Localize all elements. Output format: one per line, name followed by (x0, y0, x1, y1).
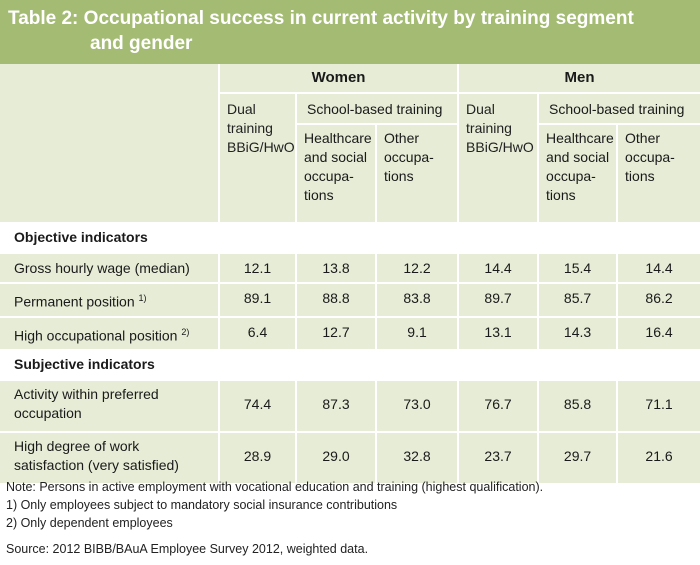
cell: 28.9 (218, 431, 296, 484)
cell: 74.4 (218, 381, 296, 433)
col-women-dual: Dual training BBiG/HwO (218, 92, 296, 222)
row-label: Activity within preferred occupation (0, 381, 219, 433)
cell: 76.7 (457, 381, 539, 433)
cell: 86.2 (616, 282, 700, 317)
cell: 21.6 (616, 431, 700, 484)
cell: 89.1 (218, 282, 296, 317)
col-men-school: School-based training (537, 92, 700, 124)
col-women-school: School-based training (294, 92, 459, 124)
cell: 29.7 (537, 431, 618, 484)
section-objective: Objective indicators (0, 222, 700, 254)
cell: 71.1 (616, 381, 700, 433)
header-stub (0, 64, 219, 222)
cell: 85.7 (537, 282, 618, 317)
col-women-healthcare: Healthcare and social occupa-tions (295, 122, 376, 222)
table-row: High degree of work satisfaction (very sa… (0, 431, 700, 484)
table-row: Activity within preferred occupation 74.4… (0, 381, 700, 433)
cell: 29.0 (295, 431, 376, 484)
table-row: Permanent position 1) 89.1 88.8 83.8 89.… (0, 282, 700, 317)
col-women-other: Other occupa-tions (374, 122, 459, 222)
row-label: Permanent position 1) (0, 282, 219, 317)
cell: 14.4 (616, 254, 700, 283)
row-label: High degree of work satisfaction (very sa… (0, 431, 219, 484)
cell: 32.8 (374, 431, 459, 484)
source-text: Source: 2012 BIBB/BAuA Employee Survey 2… (6, 542, 369, 556)
cell: 9.1 (374, 315, 459, 350)
footnote-2: 2) Only dependent employees (6, 516, 173, 530)
col-men-healthcare: Healthcare and social occupa-tions (537, 122, 618, 222)
table-row: Gross hourly wage (median) 12.1 13.8 12.… (0, 254, 700, 283)
title-line-1: Table 2: Occupational success in current… (8, 8, 634, 29)
cell: 73.0 (374, 381, 459, 433)
group-men: Men (457, 64, 700, 93)
group-women: Women (217, 64, 459, 93)
cell: 87.3 (295, 381, 376, 433)
subheader-row: Dual training BBiG/HwO School-based traini… (0, 92, 700, 222)
cell: 12.2 (374, 254, 459, 283)
footnote-1: 1) Only employees subject to mandatory s… (6, 498, 398, 512)
cell: 23.7 (457, 431, 539, 484)
cell: 6.4 (218, 315, 296, 350)
cell: 13.8 (295, 254, 376, 283)
table-title-bar: Table 2: Occupational success in current… (0, 0, 700, 64)
col-men-dual: Dual training BBiG/HwO (457, 92, 539, 222)
cell: 15.4 (537, 254, 618, 283)
row-label: High occupational position 2) (0, 315, 219, 350)
cell: 16.4 (616, 315, 700, 350)
cell: 89.7 (457, 282, 539, 317)
table-title: Table 2: Occupational success in current… (8, 6, 648, 56)
data-table: Women Men Dual training BBiG/HwO School-ba… (0, 64, 700, 484)
cell: 13.1 (457, 315, 539, 350)
table-row: High occupational position 2) 6.4 12.7 9… (0, 315, 700, 350)
cell: 83.8 (374, 282, 459, 317)
row-label: Gross hourly wage (median) (0, 254, 219, 283)
note-text: Note: Persons in active employment with … (6, 480, 544, 494)
section-subjective: Subjective indicators (0, 349, 700, 382)
group-header-row: Women Men (0, 64, 700, 222)
title-line-2: and gender (90, 33, 193, 54)
subsub-header-row: Healthcare and social occupa-tions Other oc… (0, 122, 700, 222)
col-men-other: Other occupa-tions (616, 122, 700, 222)
cell: 12.1 (218, 254, 296, 283)
cell: 14.3 (537, 315, 618, 350)
cell: 14.4 (457, 254, 539, 283)
cell: 85.8 (537, 381, 618, 433)
cell: 12.7 (295, 315, 376, 350)
cell: 88.8 (295, 282, 376, 317)
